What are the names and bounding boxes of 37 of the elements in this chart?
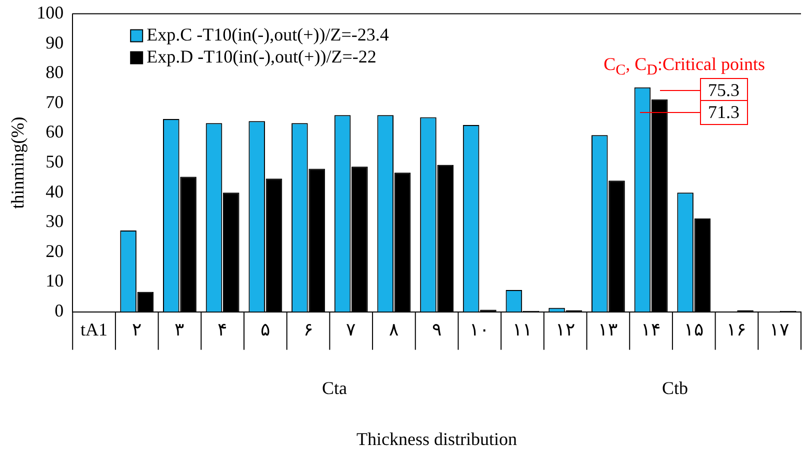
legend-label: Exp.C -T10(in(-),out(+))/Z=-23.4 — [146, 24, 389, 45]
y-tick-label: 100 — [36, 2, 64, 23]
annotation: C$_{C}$, C$_{D}$:Critical points — [604, 54, 765, 80]
x-tick-label: ۱۲ — [555, 319, 576, 340]
y-tick-label: 70 — [46, 92, 64, 112]
text: Ctb — [662, 378, 688, 399]
y-tick-label: 50 — [46, 152, 64, 172]
y-tick-label: 10 — [46, 270, 64, 291]
x-tick-label: ۸ — [388, 319, 399, 340]
text: Cta — [322, 378, 347, 399]
x-tick-label: ۱۱ — [512, 319, 532, 340]
y-tick-label: 0 — [54, 300, 64, 321]
y-tick-label: 90 — [46, 32, 64, 52]
annotation: 75.3 — [700, 78, 748, 103]
y-tick-label: 20 — [46, 240, 64, 261]
x-tick-label: ۶ — [303, 319, 314, 340]
x-tick-label: ۱۴ — [641, 319, 662, 340]
y-tick-label: 40 — [46, 181, 64, 202]
x-tick-label: ۵ — [260, 319, 270, 340]
x-tick-label: ۱۵ — [684, 319, 704, 340]
x-tick-label: ۷ — [346, 319, 356, 340]
x-tick-label: ۱۷ — [770, 319, 790, 340]
annotation: 71.3 — [700, 100, 748, 125]
x-tick-label: ۱۳ — [598, 319, 618, 340]
legend-label: Exp.D -T10(in(-),out(+))/Z=-22 — [146, 46, 376, 67]
y-tick-label: 30 — [46, 211, 64, 232]
y-axis-title: thinming(%) — [8, 116, 28, 209]
x-axis-title: Thickness distribution — [356, 428, 518, 449]
x-tick-label: ۴ — [218, 319, 228, 340]
y-tick-label: 60 — [46, 122, 64, 142]
x-tick-label: tA1 — [80, 319, 108, 340]
x-tick-label: ۱۰ — [470, 319, 490, 340]
x-tick-label: ۱۶ — [726, 319, 747, 340]
y-tick-label: 80 — [46, 62, 64, 82]
x-tick-label: ۲ — [132, 319, 142, 340]
x-tick-label: ۳ — [174, 319, 185, 340]
x-tick-label: ۹ — [432, 319, 442, 340]
